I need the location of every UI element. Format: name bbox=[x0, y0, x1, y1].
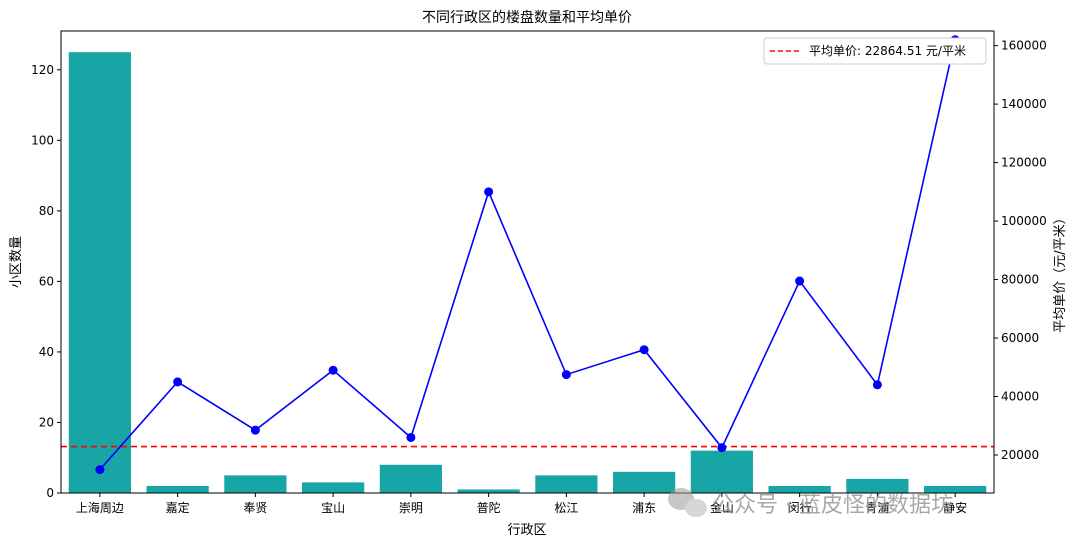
bar bbox=[846, 478, 909, 493]
bar bbox=[302, 482, 365, 493]
y2-tick-label: 20000 bbox=[1001, 448, 1039, 462]
y-axis-label: 小区数量 bbox=[9, 236, 24, 288]
x-tick-label: 宝山 bbox=[321, 501, 345, 515]
line-point bbox=[872, 380, 882, 390]
bar bbox=[457, 489, 520, 493]
line-point bbox=[250, 425, 260, 435]
x-tick-label: 青浦 bbox=[865, 501, 889, 515]
plot-frame bbox=[60, 30, 995, 494]
line-point bbox=[328, 365, 338, 375]
line-point bbox=[95, 465, 105, 475]
bar bbox=[924, 485, 987, 493]
x-tick-label: 静安 bbox=[943, 500, 967, 515]
bar bbox=[379, 464, 442, 493]
watermark: 公众号 · 蓝皮怪的数据坊 bbox=[668, 488, 953, 518]
line-point bbox=[639, 345, 649, 355]
line-series-layer bbox=[95, 35, 960, 475]
series-line bbox=[99, 39, 956, 471]
bar bbox=[613, 471, 676, 493]
line-point bbox=[484, 187, 494, 197]
y-tick-label: 60 bbox=[39, 274, 54, 288]
x-tick-label: 奉贤 bbox=[243, 501, 267, 515]
y2-tick-label: 120000 bbox=[1001, 156, 1047, 170]
x-tick-label: 嘉定 bbox=[166, 500, 190, 515]
line-point bbox=[406, 432, 416, 442]
y-tick-label: 0 bbox=[46, 486, 54, 500]
x-tick-label: 金山 bbox=[710, 500, 734, 515]
bars-layer bbox=[68, 52, 987, 493]
x-axis-label: 行政区 bbox=[507, 523, 546, 538]
line-point bbox=[717, 443, 727, 453]
right-axis: 20000 40000 60000 80000 100000 120000 140000 16… bbox=[994, 39, 1047, 462]
y2-tick-label: 80000 bbox=[1001, 273, 1039, 287]
y2-tick-label: 40000 bbox=[1001, 390, 1039, 404]
y2-axis-label: 平均单价（元/平米） bbox=[1053, 211, 1068, 332]
bar bbox=[768, 485, 831, 493]
legend: 平均单价: 22864.51 元/平米 bbox=[763, 37, 987, 65]
x-tick-label: 上海周边 bbox=[76, 500, 124, 515]
y2-tick-label: 160000 bbox=[1001, 39, 1047, 53]
x-tick-label: 闵行 bbox=[788, 500, 812, 515]
x-axis: 上海周边 嘉定 奉贤 宝山 崇明 普陀 松江 浦东 金山 闵行 青浦 静安 bbox=[76, 493, 967, 515]
line-point bbox=[561, 370, 571, 380]
y-tick-label: 40 bbox=[39, 345, 54, 359]
bar bbox=[146, 485, 209, 493]
x-tick-label: 松江 bbox=[554, 501, 578, 515]
line-point bbox=[173, 377, 183, 387]
x-tick-label: 浦东 bbox=[632, 501, 656, 515]
watermark-text: 公众号 · 蓝皮怪的数据坊 bbox=[712, 493, 953, 518]
y-tick-label: 120 bbox=[31, 63, 54, 77]
legend-label: 平均单价: 22864.51 元/平米 bbox=[809, 44, 966, 58]
legend-box bbox=[763, 37, 987, 65]
bar bbox=[224, 475, 287, 493]
y-tick-label: 100 bbox=[31, 133, 54, 147]
line-point bbox=[795, 276, 805, 286]
bar bbox=[68, 52, 131, 493]
chart-title: 不同行政区的楼盘数量和平均单价 bbox=[422, 9, 632, 26]
y2-tick-label: 60000 bbox=[1001, 331, 1039, 345]
y2-tick-label: 100000 bbox=[1001, 214, 1047, 228]
wechat-icon bbox=[668, 488, 707, 517]
bar bbox=[690, 450, 753, 493]
y2-tick-label: 140000 bbox=[1001, 97, 1047, 111]
y-tick-label: 80 bbox=[39, 204, 54, 218]
bar bbox=[535, 475, 598, 493]
y-tick-label: 20 bbox=[39, 415, 54, 429]
left-axis: 0 20 40 60 80 100 120 bbox=[31, 63, 61, 500]
x-tick-label: 普陀 bbox=[477, 500, 501, 515]
x-tick-label: 崇明 bbox=[399, 501, 423, 515]
